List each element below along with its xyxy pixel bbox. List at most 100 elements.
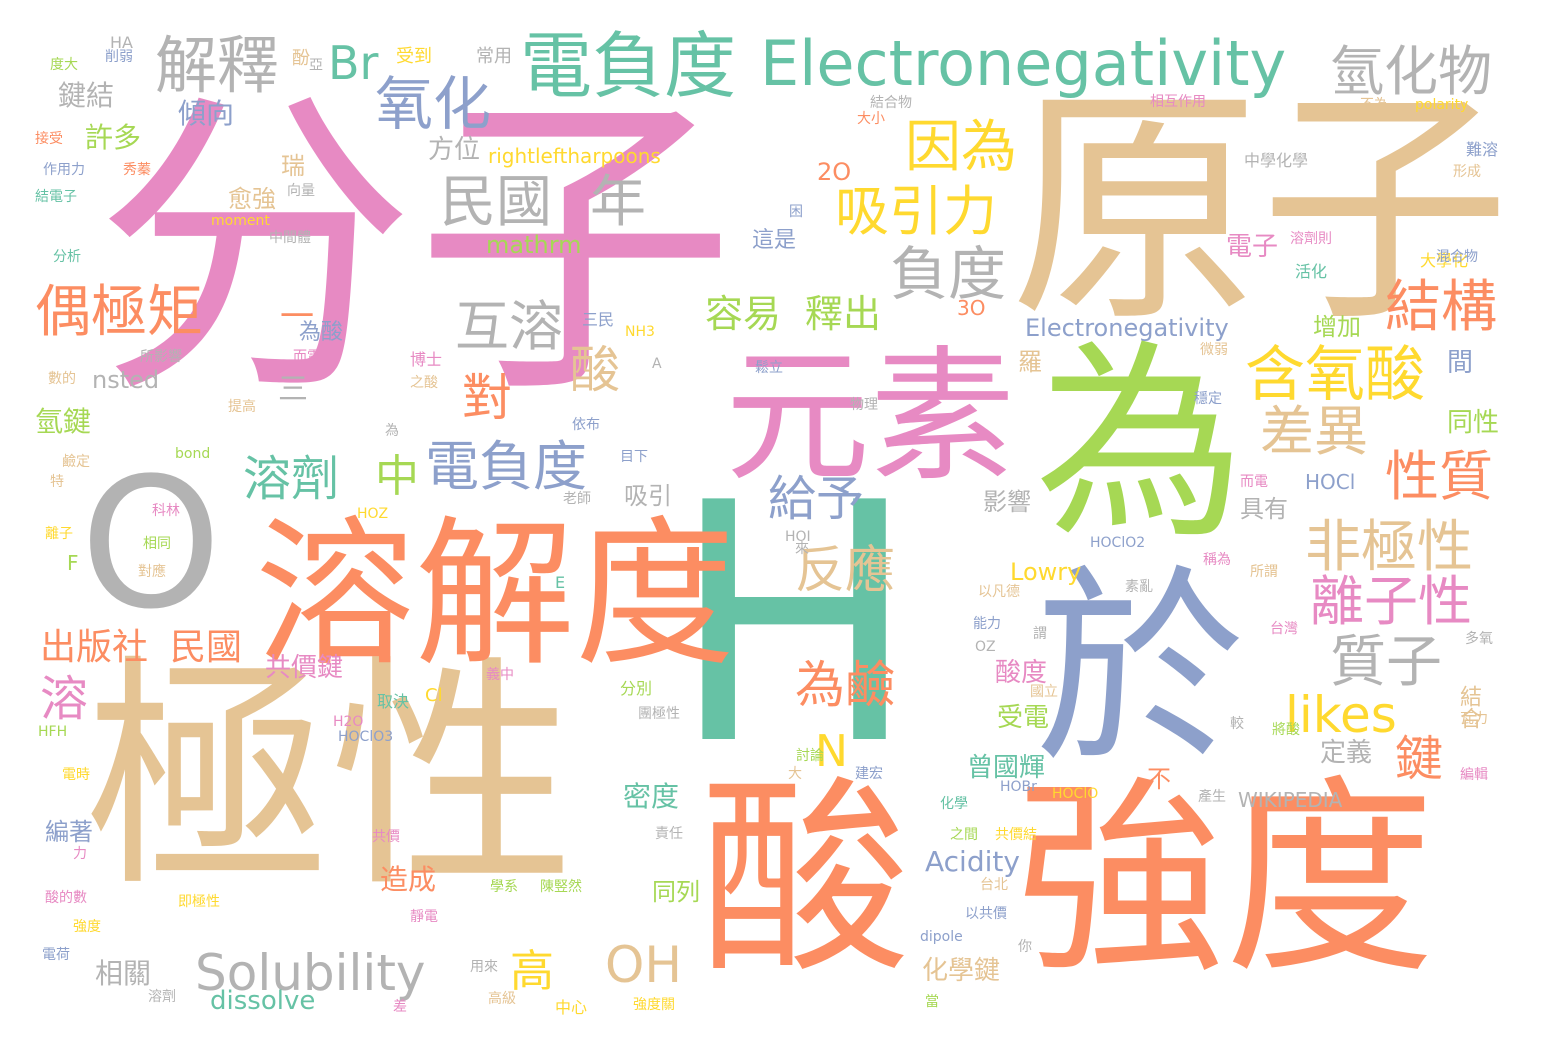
cloud-word: 責任 xyxy=(655,826,683,842)
cloud-word: 而電 xyxy=(293,349,321,365)
cloud-word: 強度關 xyxy=(633,997,675,1013)
cloud-word: 酸 xyxy=(700,757,911,1002)
cloud-word: 中間體 xyxy=(269,230,311,246)
cloud-word: 相互作用 xyxy=(1150,94,1206,110)
cloud-word: 方位 xyxy=(428,135,481,165)
cloud-word: 溶 xyxy=(40,671,89,727)
cloud-word: 定義 xyxy=(1320,738,1373,768)
cloud-word: 互溶 xyxy=(455,295,563,358)
cloud-word: 混合物 xyxy=(1436,249,1478,265)
cloud-word: 靜電 xyxy=(410,909,438,925)
cloud-word: 建宏 xyxy=(855,766,883,782)
cloud-word: 密度 xyxy=(623,780,680,813)
cloud-word: 三 xyxy=(278,372,308,407)
cloud-word: HOZ xyxy=(357,506,389,522)
cloud-word: 高 xyxy=(510,946,554,997)
cloud-word: 用來 xyxy=(470,959,498,975)
cloud-word: 當 xyxy=(925,994,939,1010)
cloud-word: 受到 xyxy=(396,46,432,67)
cloud-word: 大小 xyxy=(857,111,885,127)
cloud-word: 受電 xyxy=(997,703,1050,733)
cloud-word: 酸 xyxy=(570,341,620,399)
cloud-word: 許多 xyxy=(85,121,142,154)
cloud-word: 能力 xyxy=(973,616,1001,632)
cloud-word: 造成 xyxy=(380,863,437,896)
cloud-word: 中 xyxy=(375,451,419,502)
cloud-word: 台北 xyxy=(980,877,1008,893)
cloud-word: 間 xyxy=(1447,348,1474,378)
cloud-word: 物理 xyxy=(850,397,878,413)
cloud-word: 電時 xyxy=(62,767,90,783)
cloud-word: 含氧酸 xyxy=(1245,340,1425,410)
cloud-word: 影響 xyxy=(983,488,1031,516)
cloud-word: HOI xyxy=(785,529,811,545)
cloud-word: 將酸 xyxy=(1272,722,1300,738)
cloud-word: 謂 xyxy=(1033,626,1047,642)
cloud-word: 傾向 xyxy=(178,97,235,130)
cloud-word: Acidity xyxy=(925,845,1020,878)
cloud-word: 一 xyxy=(280,297,314,337)
cloud-word: 台灣 xyxy=(1270,621,1298,637)
cloud-word: 陳竪然 xyxy=(540,879,582,895)
cloud-word: 溶劑 xyxy=(243,451,340,507)
cloud-word: 力 xyxy=(73,846,87,862)
cloud-word: 討論 xyxy=(796,748,824,764)
cloud-word: 之間 xyxy=(950,827,978,843)
cloud-word: 質子 xyxy=(1330,630,1442,695)
cloud-word: 較 xyxy=(1230,716,1244,732)
cloud-word: 稱為 xyxy=(1203,552,1231,568)
cloud-word: 鹼定 xyxy=(62,454,90,470)
cloud-word: 作用力 xyxy=(43,162,85,178)
cloud-word: 對應 xyxy=(138,564,166,580)
cloud-word: 羅 xyxy=(1018,348,1042,376)
cloud-word: 編著 xyxy=(45,818,93,846)
cloud-word: 困 xyxy=(789,204,803,220)
cloud-word: 差異 xyxy=(1260,400,1368,463)
cloud-word: H2O xyxy=(333,714,364,730)
cloud-word: 分析 xyxy=(53,249,81,265)
cloud-word: HFH xyxy=(38,724,68,740)
cloud-word: 向量 xyxy=(287,183,315,199)
cloud-word: 這是 xyxy=(752,228,797,253)
cloud-word: 原子 xyxy=(1010,64,1510,355)
cloud-word: 酚 xyxy=(292,48,310,69)
cloud-word: 編輯 xyxy=(1460,767,1488,783)
cloud-word: 電負度 xyxy=(425,435,587,498)
cloud-word: 化學鍵 xyxy=(922,956,1001,986)
cloud-word: 為酸 xyxy=(299,320,344,345)
cloud-word: 多氧 xyxy=(1465,631,1493,647)
cloud-word: 之酸 xyxy=(410,375,438,391)
cloud-word: 老師 xyxy=(563,491,591,507)
cloud-word: 非極性 xyxy=(1305,515,1473,580)
cloud-word: 容易 xyxy=(705,292,782,336)
cloud-word: 鍵結 xyxy=(58,79,115,112)
cloud-word: 電負度 xyxy=(520,24,737,108)
cloud-word: 結合 xyxy=(1456,685,1481,729)
cloud-word: 特 xyxy=(50,474,64,490)
cloud-word: 增加 xyxy=(1313,313,1361,341)
cloud-word: 不為 xyxy=(1360,97,1388,113)
cloud-word: 目下 xyxy=(620,449,648,465)
cloud-word: 電荷 xyxy=(42,947,70,963)
cloud-word: 民國 xyxy=(170,627,243,668)
cloud-word: 秀蓁 xyxy=(123,162,151,178)
cloud-word: 即極性 xyxy=(178,894,220,910)
cloud-word: 難溶 xyxy=(1466,140,1499,159)
cloud-word: 團極性 xyxy=(638,706,680,722)
cloud-word: 給予 xyxy=(768,471,865,527)
cloud-word: 對 xyxy=(462,369,512,427)
cloud-word: O xyxy=(80,440,222,649)
cloud-word: 元素 xyxy=(725,333,1015,502)
cloud-word: 亞 xyxy=(307,57,323,71)
cloud-word: 常用 xyxy=(476,46,512,67)
cloud-word: 義中 xyxy=(486,667,514,683)
cloud-word: 愈強 xyxy=(228,185,276,213)
cloud-word: H xyxy=(670,433,919,817)
cloud-word: 微弱 xyxy=(1200,342,1228,358)
cloud-word: 你 xyxy=(1018,939,1032,955)
cloud-word: 於 xyxy=(1035,547,1246,792)
cloud-word: N xyxy=(815,726,848,777)
cloud-word: 民國 xyxy=(440,170,552,235)
cloud-word: 偶極矩 xyxy=(35,280,203,345)
cloud-word: 因為 xyxy=(905,115,1017,180)
